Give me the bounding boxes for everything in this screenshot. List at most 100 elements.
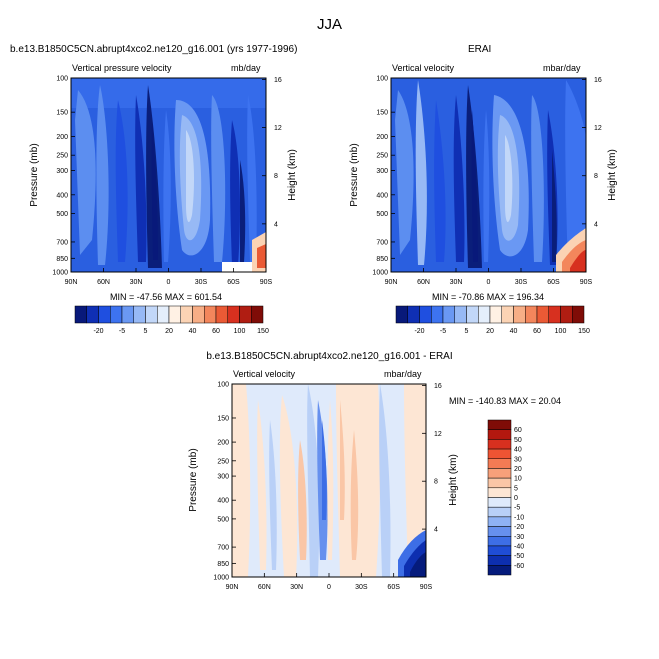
obs-y2tick-label: 16	[594, 77, 602, 84]
diff-colorbar-label: 60	[514, 427, 522, 434]
diff-colorbar-label: 40	[514, 447, 522, 454]
model-colorbar-label: -5	[119, 328, 125, 335]
diff-xtick-label: 60N	[258, 584, 271, 591]
diff-y2tick-label: 12	[434, 431, 442, 438]
diff-ytick-label: 250	[217, 458, 229, 465]
model-ytick-label: 850	[56, 256, 68, 263]
diff-colorbar-swatch	[487, 497, 512, 508]
obs-colorbar-swatch	[572, 305, 585, 324]
diff-colorbar-swatch	[487, 429, 512, 440]
model-ytick-label: 400	[56, 192, 68, 199]
obs-colorbar-label: 5	[465, 328, 469, 335]
model-ytick-label: 100	[56, 76, 68, 83]
diff-xtick-label: 30N	[290, 584, 303, 591]
obs-y2label: Height (km)	[607, 149, 618, 201]
obs-colorbar-label: 40	[510, 328, 518, 335]
panel-model-title: b.e13.B1850C5CN.abrupt4xco2.ne120_g16.00…	[10, 44, 298, 55]
diff-colorbar-label: -5	[514, 505, 520, 512]
obs-colorbar: -20 -5 5 20 40 60 100 150	[395, 305, 590, 335]
model-colorbar-label: 5	[144, 328, 148, 335]
model-xtick-label: 60S	[227, 279, 240, 286]
diff-colorbar-swatch	[487, 468, 512, 479]
diff-ytick-label: 500	[217, 516, 229, 523]
obs-xtick-label: 30N	[450, 279, 463, 286]
diff-colorbar-swatch	[487, 545, 512, 556]
diff-colorbar-label: -20	[514, 524, 524, 531]
obs-ytick-label: 1000	[372, 270, 388, 277]
model-ylabel: Pressure (mb)	[29, 143, 40, 206]
obs-ytick-label: 100	[376, 76, 388, 83]
diff-y2tick-label: 8	[434, 479, 438, 486]
diff-xtick-label: 90N	[226, 584, 239, 591]
diff-xtick-label: 0	[327, 584, 331, 591]
obs-axes: 100 150 200 250 300 400 500 700 850 1000 90N 60N 30N…	[372, 76, 601, 287]
obs-ytick-label: 300	[376, 168, 388, 175]
diff-colorbar-swatch	[487, 487, 512, 498]
diff-ytick-label: 300	[217, 474, 229, 481]
model-colorbar: -20 -5 5 20 40 60 100 150	[74, 305, 269, 335]
diff-colorbar-label: -60	[514, 563, 524, 570]
diff-y2label: Height (km)	[448, 454, 459, 506]
diff-ytick-label: 100	[217, 382, 229, 389]
panel-diff-title: b.e13.B1850C5CN.abrupt4xco2.ne120_g16.00…	[206, 351, 453, 362]
diff-colorbar-label: -50	[514, 553, 524, 560]
model-axes: 100 150 200 250 300 400 500 700 850 1000 90N 60N 30N…	[52, 76, 281, 287]
obs-ytick-label: 200	[376, 134, 388, 141]
diff-axes: 100 150 200 250 300 400 500 700 850 1000 90N 60N 30N…	[213, 382, 441, 592]
model-ytick-label: 250	[56, 153, 68, 160]
diff-ytick-label: 400	[217, 498, 229, 505]
obs-ytick-label: 250	[376, 153, 388, 160]
obs-xtick-label: 60S	[547, 279, 560, 286]
obs-left-label: Vertical velocity	[392, 63, 455, 73]
diff-colorbar-swatch	[487, 516, 512, 527]
diff-colorbar-swatch	[487, 506, 512, 518]
model-y-axis-label: Pressure (mb) Height (km)	[29, 143, 298, 206]
diff-colorbar-label: 30	[514, 456, 522, 463]
obs-ytick-label: 150	[376, 110, 388, 117]
diff-ytick-label: 700	[217, 545, 229, 552]
model-right-label: mb/day	[231, 63, 261, 73]
diff-ylabel: Pressure (mb)	[188, 448, 199, 511]
obs-xtick-label: 0	[487, 279, 491, 286]
model-colorbar-label: 60	[212, 328, 220, 335]
obs-colorbar-label: 100	[555, 328, 567, 335]
model-xtick-label: 0	[167, 279, 171, 286]
diff-colorbar-label: 5	[514, 485, 518, 492]
obs-y2tick-label: 4	[594, 221, 598, 228]
model-y2tick-label: 12	[274, 125, 282, 132]
model-ytick-label: 200	[56, 134, 68, 141]
obs-y2tick-label: 8	[594, 173, 598, 180]
obs-ytick-label: 850	[376, 256, 388, 263]
diff-ytick-label: 200	[217, 440, 229, 447]
model-ytick-label: 1000	[52, 270, 68, 277]
diff-xtick-label: 60S	[387, 584, 400, 591]
diff-colorbar-swatch	[487, 536, 512, 547]
obs-ylabel: Pressure (mb)	[349, 143, 360, 206]
diff-xtick-label: 30S	[355, 584, 368, 591]
model-ytick-label: 700	[56, 239, 68, 246]
model-colorbar-label: 20	[165, 328, 173, 335]
diff-colorbar-swatch	[487, 565, 512, 576]
diff-colorbar-swatch	[487, 419, 512, 430]
diff-right-label: mbar/day	[384, 369, 422, 379]
diff-colorbar-label: -30	[514, 534, 524, 541]
diff-colorbar-swatch	[487, 439, 512, 450]
model-ytick-label: 150	[56, 110, 68, 117]
model-xtick-label: 90S	[260, 279, 273, 286]
diff-colorbar-swatch	[487, 477, 512, 489]
model-colorbar-label: 40	[189, 328, 197, 335]
obs-colorbar-label: -5	[440, 328, 446, 335]
obs-xtick-label: 90N	[385, 279, 398, 286]
obs-contour-field	[391, 78, 586, 272]
model-colorbar-label: -20	[93, 328, 103, 335]
diff-left-label: Vertical velocity	[233, 369, 296, 379]
model-colorbar-label: 150	[257, 328, 269, 335]
obs-right-label: mbar/day	[543, 63, 581, 73]
diff-ytick-label: 1000	[213, 575, 229, 582]
diff-colorbar-swatch	[487, 458, 512, 469]
